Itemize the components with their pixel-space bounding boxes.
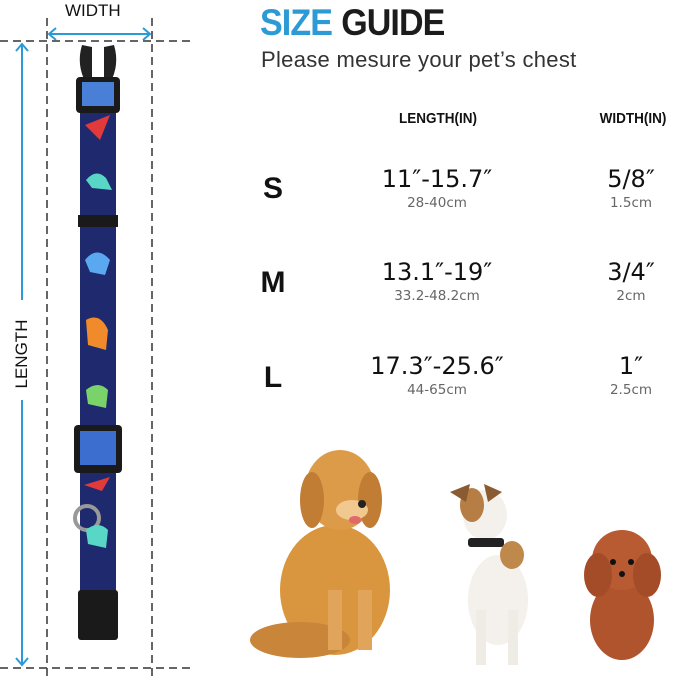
column-header-length: LENGTH(IN) [399, 110, 477, 127]
width-cell-l: 1″ 2.5cm [541, 352, 679, 400]
toy-poodle-image [584, 530, 661, 660]
length-in: 17.3″-25.6″ [370, 352, 504, 380]
width-cm: 1.5cm [609, 195, 653, 211]
width-in: 5/8″ [607, 165, 655, 193]
size-label-l: L [263, 361, 283, 394]
width-cell-s: 5/8″ 1.5cm [541, 165, 679, 213]
golden-retriever-image [250, 450, 390, 658]
length-cell-s: 11″-15.7″ 28-40cm [347, 165, 527, 213]
jack-russell-image [450, 484, 528, 665]
length-cell-m: 13.1″-19″ 33.2-48.2cm [347, 258, 527, 306]
size-label-s: S [262, 172, 283, 205]
collar-image [73, 45, 122, 640]
length-in: 11″-15.7″ [381, 165, 493, 193]
size-label-m: M [260, 266, 286, 299]
title-accent: SIZE [260, 2, 333, 43]
width-arrow [47, 27, 152, 41]
length-cell-l: 17.3″-25.6″ 44-65cm [347, 352, 527, 400]
dogs-illustration [250, 450, 661, 665]
column-header-width: WIDTH(IN) [599, 110, 667, 127]
length-label: LENGTH [12, 319, 31, 389]
length-in: 13.1″-19″ [381, 258, 493, 286]
guide-lines [0, 18, 195, 680]
title-rest: GUIDE [341, 2, 445, 43]
width-in: 3/4″ [607, 258, 655, 286]
length-cm: 28-40cm [407, 195, 467, 211]
width-in: 1″ [618, 352, 644, 380]
width-cm: 2.5cm [609, 382, 653, 398]
width-cm: 2cm [616, 288, 646, 304]
length-cm: 33.2-48.2cm [394, 288, 480, 304]
subtitle: Please mesure your pet’s chest [261, 47, 577, 72]
width-label: WIDTH [65, 1, 121, 20]
page-title: SIZE GUIDE [260, 2, 445, 44]
collar-diagram [0, 18, 195, 680]
width-cell-m: 3/4″ 2cm [541, 258, 679, 306]
length-cm: 44-65cm [407, 382, 467, 398]
